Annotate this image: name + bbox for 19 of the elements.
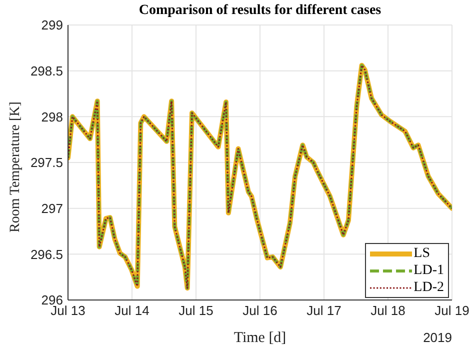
y-tick-label: 297 [41, 200, 63, 216]
y-tick-label: 298 [41, 109, 63, 124]
x-tick-label: Jul 19 [434, 303, 470, 318]
x-tick-label: Jul 18 [370, 303, 406, 318]
y-tick-label: 296.5 [30, 246, 63, 262]
x-tick-label: Jul 16 [242, 303, 278, 318]
text: 2019 [423, 330, 452, 345]
x-tick-label: Jul 15 [178, 303, 214, 318]
x-axis-title: Time [d] [234, 330, 286, 346]
y-axis-title: Room Temperature [K] [8, 102, 23, 232]
chart-title: Comparison of results for different cases [138, 3, 382, 19]
x-tick-label: Jul 14 [114, 303, 150, 318]
y-tick-label: 298.5 [30, 63, 63, 78]
legend-label: LD-2 [414, 280, 444, 296]
legend-label: LS [414, 246, 430, 262]
y-tick-label: 297.5 [30, 155, 63, 170]
legend-label: LD-1 [414, 262, 444, 278]
x-tick-label: Jul 17 [306, 303, 342, 318]
y-tick-label: 299 [41, 18, 63, 33]
